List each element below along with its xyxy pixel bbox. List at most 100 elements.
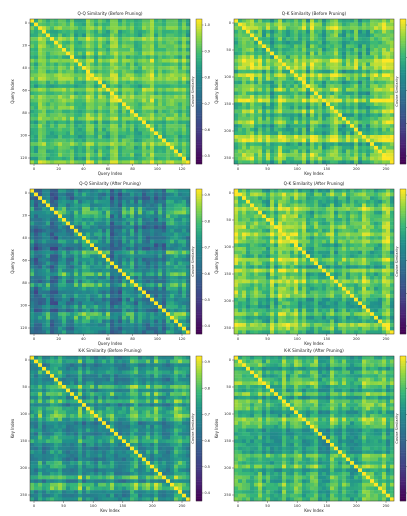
heatmap-cell — [238, 139, 242, 143]
heatmap-cell — [186, 272, 190, 276]
heatmap-cell — [150, 124, 154, 128]
heatmap-cell — [50, 320, 54, 324]
heatmap-cell — [126, 59, 130, 63]
heatmap-cell — [78, 131, 82, 135]
heatmap-cell — [50, 70, 54, 74]
heatmap-cell — [330, 150, 334, 154]
heatmap-cell — [30, 320, 34, 324]
heatmap-cell — [238, 48, 242, 52]
heatmap-cell — [242, 139, 246, 143]
heatmap-cell — [170, 59, 174, 63]
heatmap-cell — [302, 55, 306, 59]
heatmap-cell — [182, 92, 186, 96]
heatmap-cell — [70, 73, 74, 77]
heatmap-cell — [178, 81, 182, 85]
heatmap-cell — [170, 121, 174, 125]
heatmap-cell — [354, 150, 358, 154]
heatmap-cell — [286, 63, 290, 67]
heatmap-cell — [298, 55, 302, 59]
heatmap-cell — [278, 26, 282, 30]
heatmap-cell — [362, 19, 366, 23]
heatmap-cell — [118, 23, 122, 27]
heatmap-cell — [118, 92, 122, 96]
heatmap-cell — [126, 214, 130, 218]
heatmap-cell — [118, 327, 122, 331]
heatmap-cell — [70, 124, 74, 128]
heatmap-cell — [38, 70, 42, 74]
heatmap-cell — [186, 77, 190, 81]
heatmap-cell — [138, 157, 142, 161]
heatmap-cell — [38, 327, 42, 331]
heatmap-cell — [178, 327, 182, 331]
heatmap-cell — [46, 207, 50, 211]
heatmap-cell — [34, 150, 38, 154]
heatmap-cell — [282, 84, 286, 88]
heatmap-cell — [30, 262, 34, 266]
heatmap-cell — [294, 102, 298, 106]
heatmap-cell — [310, 23, 314, 27]
heatmap-cell — [366, 95, 370, 99]
heatmap-cell — [166, 193, 170, 197]
heatmap-cell — [98, 113, 102, 117]
heatmap-cell — [370, 88, 374, 92]
heatmap-cell — [126, 298, 130, 302]
heatmap-cell — [134, 251, 138, 255]
heatmap-cell — [166, 320, 170, 324]
heatmap-cell — [82, 258, 86, 262]
heatmap-cell — [38, 240, 42, 244]
heatmap-cell — [138, 110, 142, 114]
heatmap-cell — [390, 102, 394, 106]
heatmap-cell — [370, 153, 374, 157]
heatmap-cell — [158, 73, 162, 77]
heatmap-cell — [186, 160, 190, 164]
heatmap-cell — [86, 258, 90, 262]
heatmap-cell — [98, 298, 102, 302]
heatmap-cell — [250, 139, 254, 143]
heatmap-cell — [286, 142, 290, 146]
heatmap-cell — [182, 44, 186, 48]
heatmap-cell — [182, 95, 186, 99]
heatmap-cell — [250, 55, 254, 59]
heatmap-cell — [306, 99, 310, 103]
heatmap-cell — [50, 258, 54, 262]
heatmap-cell — [154, 225, 158, 229]
heatmap-cell — [50, 34, 54, 38]
heatmap-cell — [186, 251, 190, 255]
heatmap-cell — [162, 44, 166, 48]
heatmap-cell — [162, 26, 166, 30]
heatmap-cell — [186, 150, 190, 154]
heatmap-cell — [266, 157, 270, 161]
heatmap-cell — [186, 19, 190, 23]
heatmap-cell — [66, 214, 70, 218]
heatmap-cell — [346, 73, 350, 77]
heatmap-cell — [382, 23, 386, 27]
heatmap-cell — [310, 153, 314, 157]
heatmap-cell — [126, 157, 130, 161]
heatmap-cell — [250, 70, 254, 74]
heatmap-cell — [162, 298, 166, 302]
heatmap-cell — [282, 34, 286, 38]
heatmap-cell — [382, 73, 386, 77]
heatmap-cell — [294, 153, 298, 157]
heatmap-cell — [382, 142, 386, 146]
heatmap-cell — [314, 99, 318, 103]
heatmap-cell — [34, 247, 38, 251]
heatmap-cell — [122, 121, 126, 125]
heatmap-cell — [326, 131, 330, 135]
heatmap-cell — [118, 222, 122, 226]
heatmap-cell — [54, 280, 58, 284]
heatmap-cell — [78, 211, 82, 215]
heatmap-cell — [314, 124, 318, 128]
heatmap-cell — [262, 124, 266, 128]
heatmap-cell — [178, 106, 182, 110]
heatmap-cell — [30, 95, 34, 99]
heatmap-cell — [134, 236, 138, 240]
heatmap-cell — [258, 70, 262, 74]
heatmap-cell — [170, 117, 174, 121]
heatmap-cell — [118, 247, 122, 251]
heatmap-cell — [106, 30, 110, 34]
heatmap-cell — [46, 117, 50, 121]
heatmap-cell — [134, 110, 138, 114]
heatmap-cell — [314, 139, 318, 143]
heatmap-cell — [174, 153, 178, 157]
